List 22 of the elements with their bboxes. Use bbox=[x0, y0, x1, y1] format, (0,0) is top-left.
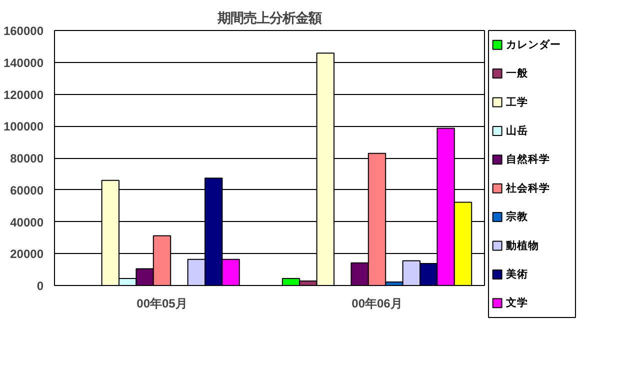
legend-label: 宗教 bbox=[505, 210, 530, 224]
y-tick-label: 140000 bbox=[3, 56, 44, 70]
legend-label: 社会科学 bbox=[505, 181, 550, 194]
legend-label: 動植物 bbox=[505, 238, 540, 252]
legend-label: カレンダー bbox=[506, 38, 562, 51]
y-tick-label: 120000 bbox=[3, 88, 44, 102]
legend-label: 山岳 bbox=[506, 124, 528, 137]
y-tick-label: 100000 bbox=[3, 120, 44, 134]
legend-label: 自然科学 bbox=[506, 152, 550, 166]
y-tick-label: 60000 bbox=[10, 183, 44, 198]
y-tick-label: 160000 bbox=[3, 24, 44, 38]
x-tick-label: 00年05月 bbox=[136, 296, 188, 310]
y-tick-label: 20000 bbox=[10, 247, 44, 262]
y-tick-label: 0 bbox=[36, 279, 44, 293]
legend-label: 一般 bbox=[506, 66, 530, 80]
legend-label: 文学 bbox=[505, 296, 528, 310]
y-tick-label: 80000 bbox=[10, 152, 44, 166]
legend-label: 美術 bbox=[505, 267, 528, 280]
x-tick-label: 00年06月 bbox=[352, 296, 402, 310]
y-tick-label: 40000 bbox=[10, 215, 44, 230]
legend-label: 工学 bbox=[505, 95, 528, 108]
chart-title: 期間売上分析金額 bbox=[216, 10, 322, 26]
